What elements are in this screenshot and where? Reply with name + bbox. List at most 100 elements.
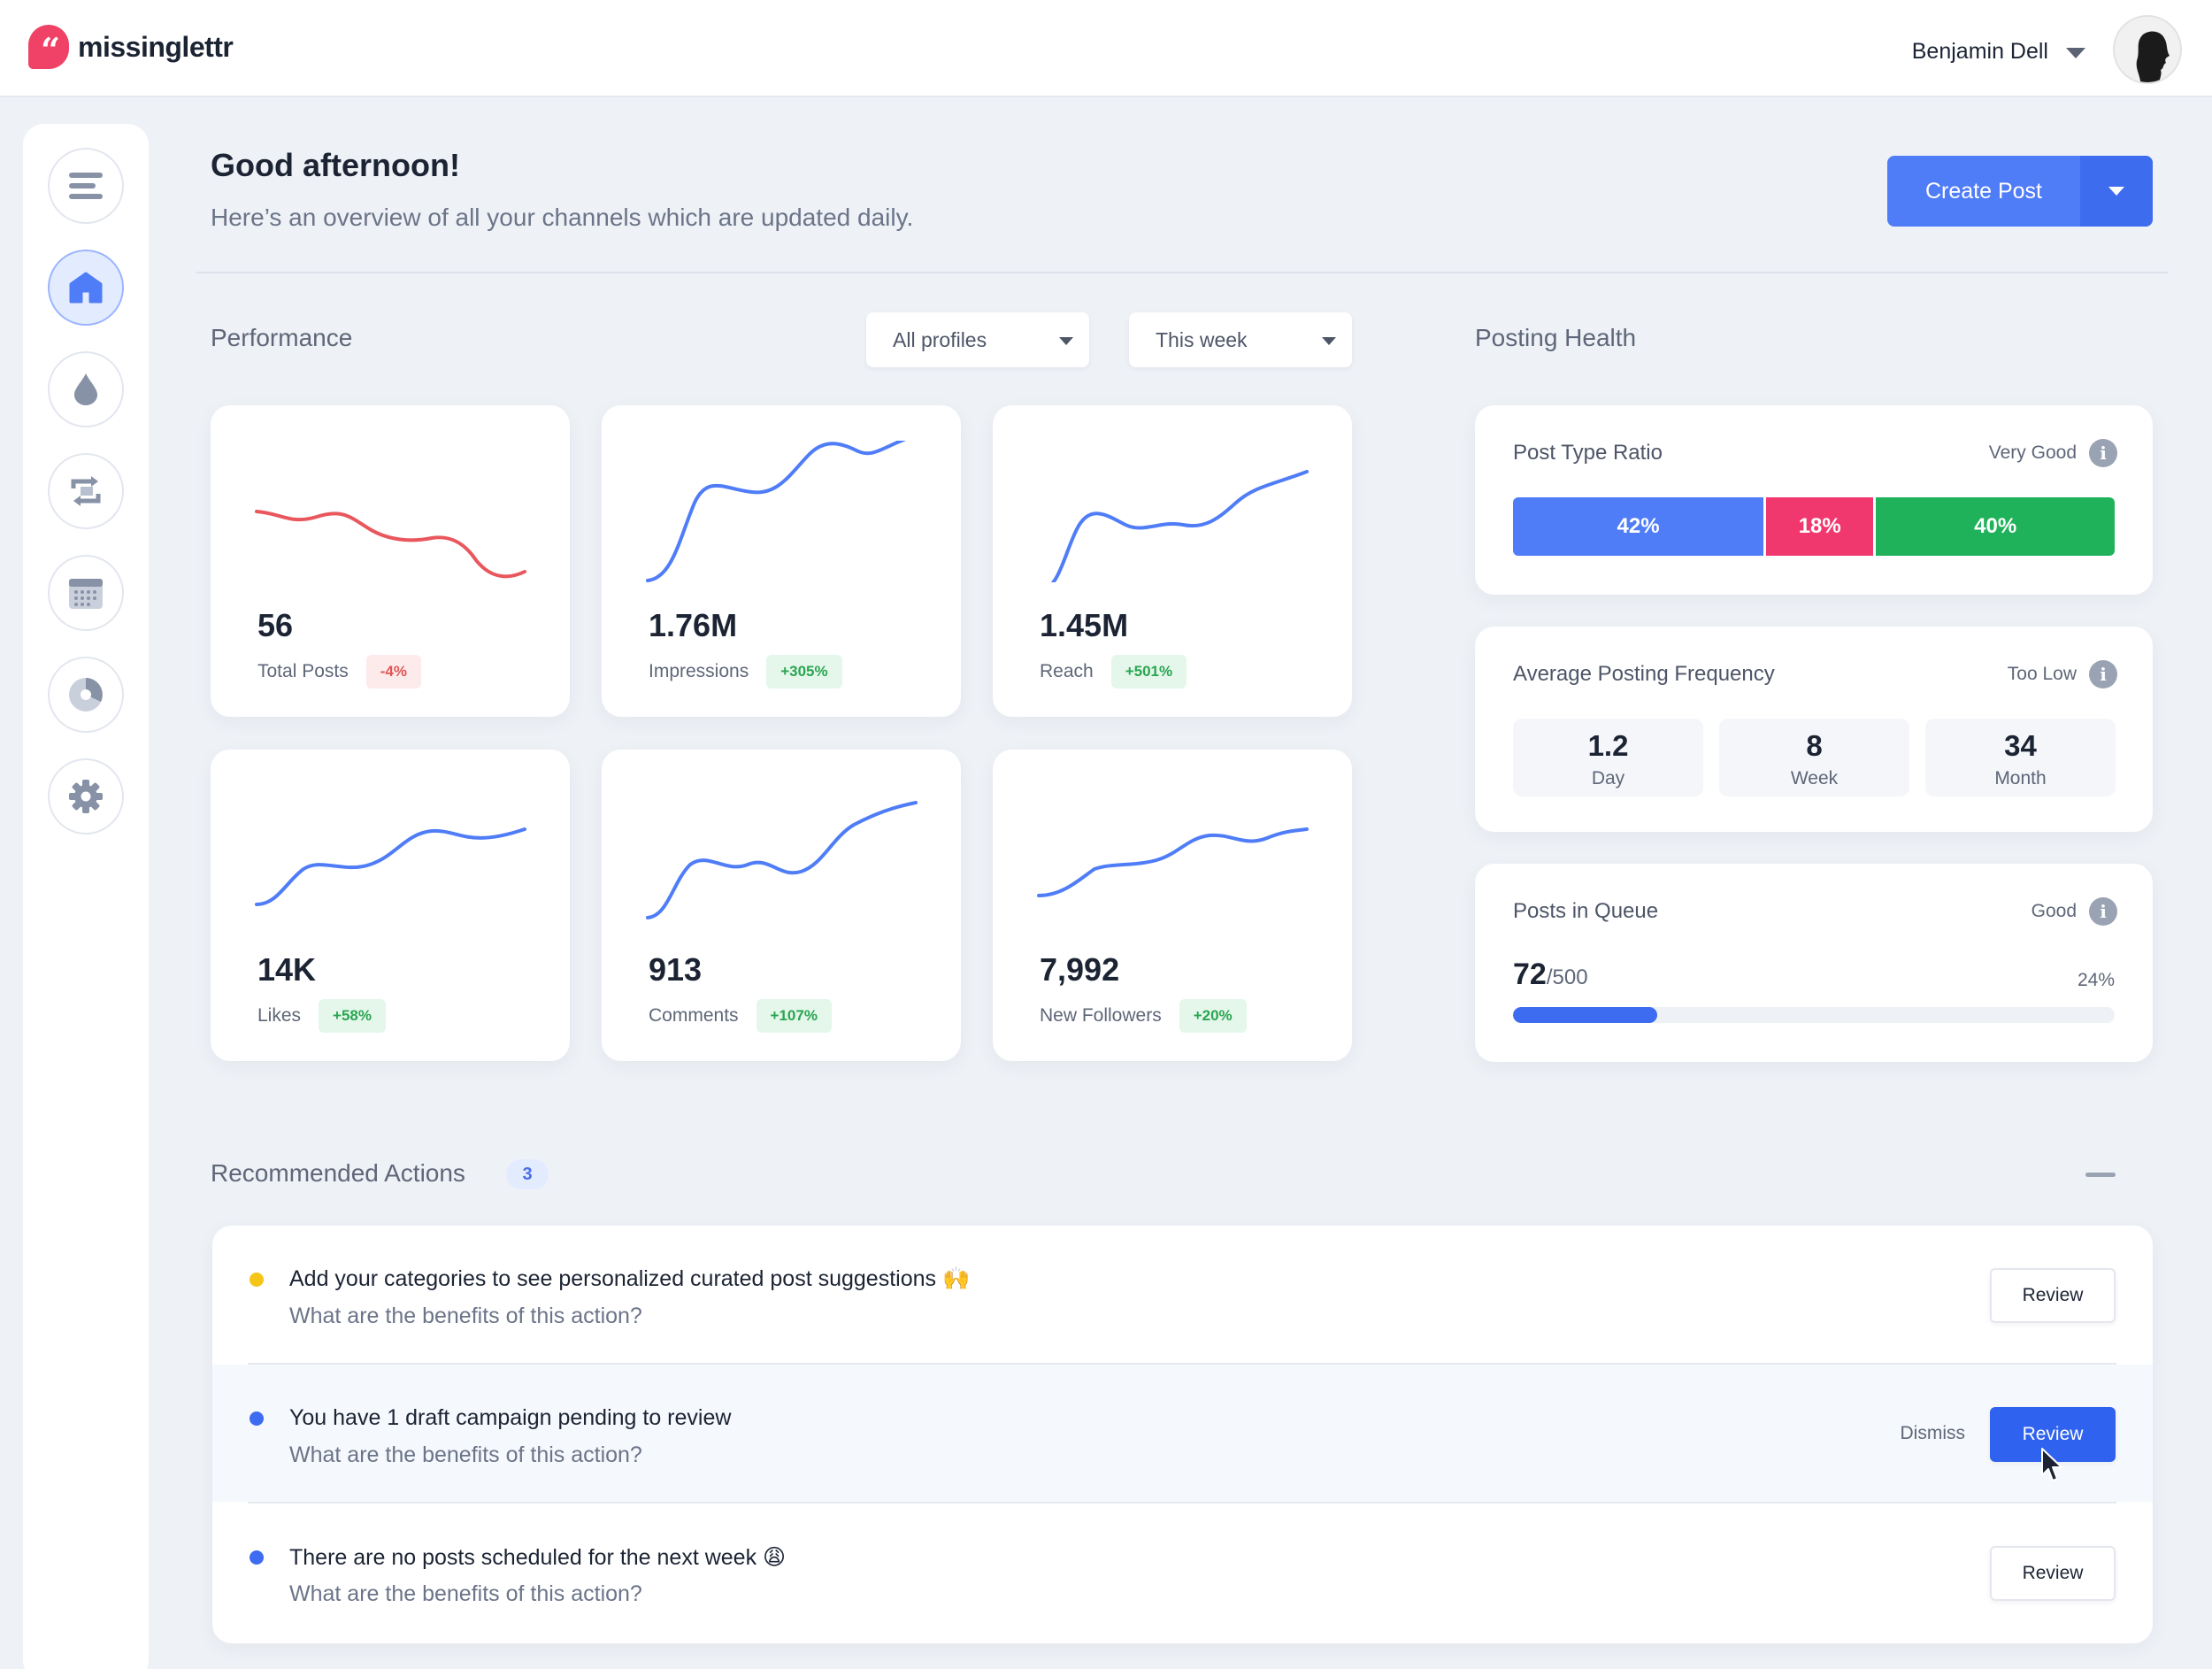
- mouse-cursor-icon: [2041, 1448, 2062, 1481]
- profile-filter-select[interactable]: All profiles: [866, 312, 1089, 367]
- change-badge: +501%: [1110, 655, 1187, 688]
- quote-bubble-icon: “: [28, 25, 69, 70]
- gear-icon: [69, 780, 103, 813]
- stat-card-reach[interactable]: 1.45M Reach +501%: [993, 405, 1352, 717]
- stat-card-comments[interactable]: 913 Comments +107%: [602, 750, 961, 1061]
- profile-filter-value: All profiles: [893, 327, 987, 351]
- stat-label: Comments: [649, 1005, 739, 1026]
- frequency-label: Day: [1591, 768, 1625, 788]
- stat-row: New Followers +20%: [1040, 999, 1247, 1033]
- stat-value: 1.45M: [1040, 607, 1129, 643]
- info-icon[interactable]: i: [2089, 439, 2117, 467]
- stat-row: Impressions +305%: [649, 655, 842, 688]
- sidebar-item-drip[interactable]: [48, 351, 124, 427]
- ratio-segment-1[interactable]: 42%: [1513, 497, 1764, 556]
- info-icon[interactable]: i: [2089, 660, 2117, 688]
- card-title: Post Type Ratio: [1513, 441, 1663, 465]
- action-benefits-link[interactable]: What are the benefits of this action?: [289, 1304, 642, 1328]
- change-badge: -4%: [365, 655, 421, 688]
- stat-value: 1.76M: [649, 607, 738, 643]
- chevron-down-icon: [1059, 337, 1073, 345]
- dismiss-button[interactable]: Dismiss: [1900, 1423, 1966, 1443]
- queue-count-value: 72: [1513, 958, 1547, 991]
- count-badge: 3: [506, 1159, 549, 1189]
- posting-frequency-card: Average Posting Frequency Too Low i 1.2 …: [1475, 627, 2153, 832]
- status-text: Very Good: [1988, 442, 2077, 463]
- drop-icon: [74, 373, 97, 405]
- ratio-segment-3[interactable]: 40%: [1876, 497, 2115, 556]
- brand-logo[interactable]: “ missinglettr: [28, 25, 234, 70]
- menu-icon: [69, 173, 103, 199]
- repeat-icon: [71, 476, 101, 506]
- queue-progress-fill: [1513, 1007, 1658, 1023]
- user-name[interactable]: Benjamin Dell: [1911, 39, 2048, 64]
- sparkline: [255, 510, 526, 579]
- ratio-bar: 42% 18% 40%: [1513, 497, 2115, 556]
- card-title: Average Posting Frequency: [1513, 662, 1775, 686]
- status-dot: [250, 1550, 264, 1565]
- list-item: Add your categories to see personalized …: [212, 1226, 2153, 1363]
- change-badge: +20%: [1179, 999, 1247, 1033]
- change-badge: +305%: [766, 655, 842, 688]
- stat-card-likes[interactable]: 14K Likes +58%: [211, 750, 570, 1061]
- stat-value: 913: [649, 951, 703, 988]
- status-text: Good: [2031, 901, 2077, 921]
- frequency-value: 8: [1806, 729, 1823, 762]
- stat-row: Total Posts -4%: [257, 655, 421, 688]
- collapse-icon[interactable]: [2085, 1173, 2116, 1177]
- period-filter-select[interactable]: This week: [1129, 312, 1352, 367]
- review-button[interactable]: Review: [1990, 1407, 2116, 1462]
- status-dot: [250, 1411, 264, 1426]
- sparkline: [1037, 827, 1309, 897]
- sidebar-item-home[interactable]: [48, 250, 124, 326]
- chevron-down-icon[interactable]: [2066, 48, 2085, 58]
- ratio-segment-2[interactable]: 18%: [1766, 497, 1874, 556]
- stat-row: Reach +501%: [1040, 655, 1187, 688]
- status-text: Too Low: [2007, 664, 2077, 684]
- info-icon[interactable]: i: [2089, 897, 2117, 926]
- sidebar-item-calendar[interactable]: [48, 555, 124, 631]
- frequency-value: 1.2: [1587, 729, 1629, 762]
- home-icon: [69, 272, 103, 304]
- sidebar-item-settings[interactable]: [48, 758, 124, 834]
- page-subtitle: Here’s an overview of all your channels …: [211, 204, 914, 231]
- create-post-button[interactable]: Create Post: [1924, 178, 2042, 204]
- performance-title: Performance: [211, 324, 353, 351]
- brand-name: missinglettr: [78, 30, 234, 63]
- change-badge: +107%: [756, 999, 832, 1033]
- action-benefits-link[interactable]: What are the benefits of this action?: [289, 1442, 642, 1467]
- chevron-down-icon: [1322, 337, 1336, 345]
- frequency-month: 34 Month: [1925, 719, 2116, 796]
- sidebar: [23, 124, 149, 1669]
- sidebar-item-menu[interactable]: [48, 148, 124, 224]
- status-dot: [250, 1273, 264, 1287]
- avatar[interactable]: [2113, 15, 2182, 84]
- stat-card-impressions[interactable]: 1.76M Impressions +305%: [602, 405, 961, 717]
- queue-max: /500: [1546, 965, 1588, 989]
- stat-value: 7,992: [1040, 951, 1120, 988]
- review-button[interactable]: Review: [1990, 1546, 2116, 1601]
- pie-chart-icon: [69, 678, 103, 711]
- review-button[interactable]: Review: [1990, 1268, 2116, 1323]
- queue-percent: 24%: [2077, 970, 2115, 990]
- action-benefits-link[interactable]: What are the benefits of this action?: [289, 1581, 642, 1606]
- sparkline: [255, 827, 526, 906]
- frequency-day: 1.2 Day: [1513, 719, 1703, 796]
- chevron-down-icon: [2108, 187, 2124, 196]
- sidebar-item-analytics[interactable]: [48, 657, 124, 733]
- action-title: There are no posts scheduled for the nex…: [289, 1545, 787, 1570]
- stat-card-new-followers[interactable]: 7,992 New Followers +20%: [993, 750, 1352, 1061]
- stat-card-total-posts[interactable]: 56 Total Posts -4%: [211, 405, 570, 717]
- row-divider: [248, 1502, 2116, 1504]
- action-title: You have 1 draft campaign pending to rev…: [289, 1405, 732, 1430]
- row-divider: [248, 1363, 2116, 1365]
- stat-label: Impressions: [649, 661, 749, 681]
- sparkline: [646, 801, 918, 919]
- sidebar-item-repost[interactable]: [48, 453, 124, 529]
- queue-progress-bar: [1513, 1007, 2115, 1023]
- sparkline: [1050, 470, 1309, 582]
- stat-label: Likes: [257, 1005, 302, 1026]
- page-title: Good afternoon!: [211, 147, 460, 183]
- frequency-label: Month: [1994, 768, 2047, 788]
- create-post-dropdown-button[interactable]: [2080, 156, 2153, 227]
